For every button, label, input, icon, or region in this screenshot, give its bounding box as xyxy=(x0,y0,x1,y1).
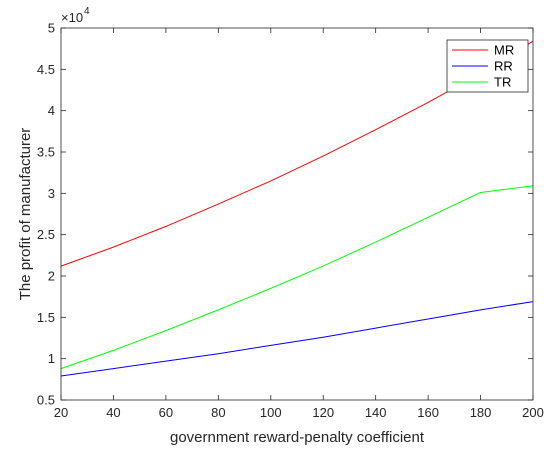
x-tick-label: 140 xyxy=(365,405,387,420)
series-line-tr xyxy=(60,185,534,370)
x-tick-label: 180 xyxy=(470,405,492,420)
y-tick-label: 2.5 xyxy=(37,227,55,242)
series-line-rr xyxy=(60,301,534,377)
x-tick-label: 160 xyxy=(417,405,439,420)
x-tick-label: 120 xyxy=(312,405,334,420)
y-tick-label: 4 xyxy=(48,103,55,118)
y-axis-label: The profit of manufacturer xyxy=(17,128,34,301)
y-tick-label: 5 xyxy=(48,21,55,36)
y-multiplier-exponent: 4 xyxy=(84,6,90,17)
axes-layer: 20 40 60 80 100 120 140 160 180 200 0.5 1 1.5 2 2.5 3 3.… xyxy=(37,21,544,421)
x-tick-label: 20 xyxy=(54,405,68,420)
y-tick-label: 0.5 xyxy=(37,393,55,408)
y-tick-label: 1.5 xyxy=(37,310,55,325)
x-tick-label: 40 xyxy=(106,405,120,420)
y-tick-label: 1 xyxy=(48,351,55,366)
legend-label-rr: RR xyxy=(494,59,513,74)
y-tick-label: 3 xyxy=(48,186,55,201)
legend-label-tr: TR xyxy=(494,75,511,90)
y-tick-label: 3.5 xyxy=(37,145,55,160)
x-tick-label: 60 xyxy=(159,405,173,420)
x-tick-label: 200 xyxy=(522,405,544,420)
y-tick-label: 2 xyxy=(48,269,55,284)
y-multiplier-base: ×10 xyxy=(61,10,83,25)
x-tick-label: 80 xyxy=(211,405,225,420)
legend-label-mr: MR xyxy=(494,43,514,58)
x-axis-label: government reward-penalty coefficient xyxy=(170,429,425,446)
y-tick-label: 4.5 xyxy=(37,62,55,77)
x-tick-label: 100 xyxy=(260,405,282,420)
plot-frame xyxy=(60,27,534,401)
